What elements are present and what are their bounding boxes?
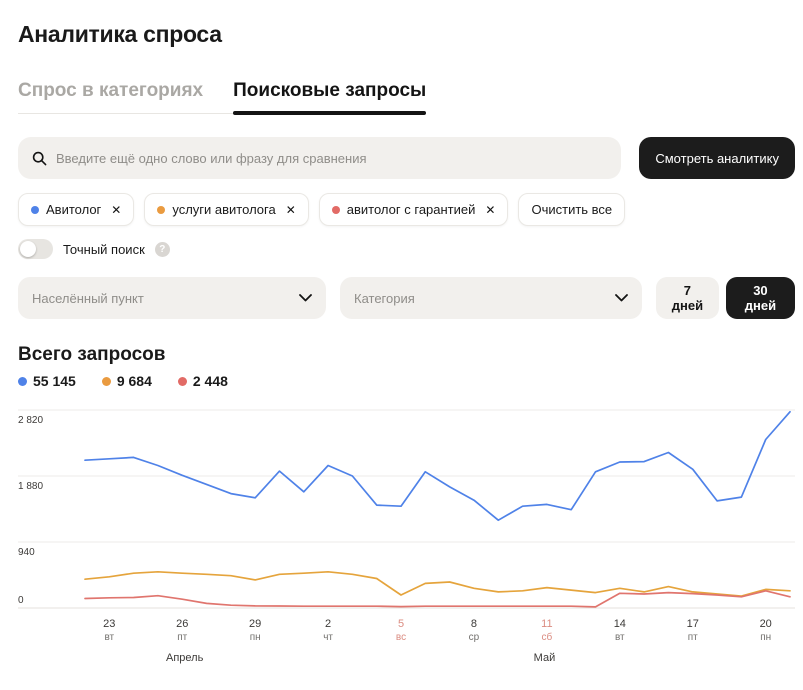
location-select[interactable]: Населённый пункт [18,277,326,319]
help-icon[interactable]: ? [154,241,170,257]
x-axis-day-label: 29 [249,618,261,630]
series-line-0 [84,410,791,522]
exact-search-row: Точный поиск ? [18,239,795,259]
remove-chip-icon[interactable]: ✕ [111,202,122,217]
x-axis-day-label: 11 [541,618,552,630]
x-axis-weekday-label: пн [760,632,771,643]
clear-all-button[interactable]: Очистить все [518,193,626,226]
x-axis-month-label: Апрель [166,652,204,664]
exact-search-label: Точный поиск [63,241,145,257]
y-axis-label: 2 820 [18,415,43,426]
x-axis-month-label: Май [534,652,556,664]
query-chip-label: Авитолог [46,202,102,217]
x-axis-day-label: 2 [325,618,331,630]
x-axis-day-label: 14 [614,618,626,630]
x-axis-day-label: 23 [103,618,115,630]
period-30-days-button[interactable]: 30 дней [725,277,795,319]
legend-value: 55 145 [33,373,76,389]
x-axis-day-label: 5 [398,618,404,630]
remove-chip-icon[interactable]: ✕ [485,202,496,217]
x-axis-weekday-label: вт [615,632,625,643]
chevron-down-icon [615,294,628,302]
legend-item: 9 684 [101,373,152,389]
legend-item: 2 448 [177,373,228,389]
search-row: Смотреть аналитику [18,137,795,179]
y-axis-label: 1 880 [18,481,43,492]
remove-chip-icon[interactable]: ✕ [285,202,296,217]
x-axis-weekday-label: пт [177,632,187,643]
legend-value: 9 684 [116,373,152,389]
query-chip[interactable]: услуги авитолога ✕ [144,193,309,226]
x-axis-weekday-label: пт [688,632,698,643]
demand-analytics-page: Аналитика спроса Спрос в категориях Поис… [0,21,795,674]
query-chip[interactable]: Авитолог ✕ [18,193,135,226]
y-axis-label: 940 [18,547,35,558]
x-axis-weekday-label: чт [323,632,333,643]
chart-legend: 55 145 9 684 2 448 [18,373,795,389]
y-axis-label: 0 [18,595,24,606]
exact-search-toggle[interactable] [18,239,53,259]
legend-item: 55 145 [18,373,76,389]
x-axis-weekday-label: пн [250,632,261,643]
toggle-knob [20,241,36,257]
legend-color-dot [101,376,111,386]
tabs-bar: Спрос в категориях Поисковые запросы [18,80,427,115]
search-input-wrapper [18,137,622,179]
x-axis-day-label: 17 [687,618,699,630]
series-color-dot [31,205,39,214]
chart-wrapper: 0 940 1 880 2 820 23 вт 26 пт 29 пн 2 чт 5 вс 8 ср 11 сб 1… [0,399,795,674]
query-chip-label: авитолог с гарантией [346,202,476,217]
period-7-days-button[interactable]: 7 дней [656,277,719,319]
query-chip-label: услуги авитолога [172,202,276,217]
legend-value: 2 448 [192,373,228,389]
series-color-dot [157,205,166,214]
query-chips-row: Авитолог ✕ услуги авитолога ✕ авитолог с гар… [18,193,795,226]
page-title: Аналитика спроса [18,21,222,47]
legend-color-dot [18,376,27,386]
tab-demand-in-categories[interactable]: Спрос в категориях [18,80,204,101]
series-line-1 [84,570,791,597]
x-axis-day-label: 20 [760,618,772,630]
x-axis-day-label: 26 [176,618,188,630]
chevron-down-icon [299,294,312,302]
legend-color-dot [177,376,187,386]
filters-row: Населённый пункт Категория 7 дней 30 дне… [18,277,795,319]
search-input[interactable] [56,150,608,166]
chart-title: Всего запросов [18,344,166,365]
period-switch: 7 дней 30 дней [656,277,795,319]
series-color-dot [331,205,340,214]
x-axis-weekday-label: сб [542,631,553,643]
series-line-2 [84,589,791,608]
x-axis-weekday-label: вт [104,632,114,643]
x-axis-day-label: 8 [471,618,477,630]
location-select-value: Населённый пункт [32,290,144,306]
x-axis-weekday-label: вс [396,632,406,643]
search-icon [32,151,47,165]
category-select-value: Категория [354,290,415,306]
category-select[interactable]: Категория [340,277,642,319]
view-analytics-button[interactable]: Смотреть аналитику [639,137,795,179]
x-axis-weekday-label: ср [469,632,480,643]
query-chip[interactable]: авитолог с гарантией ✕ [318,193,509,226]
tab-search-queries[interactable]: Поисковые запросы [233,80,427,115]
